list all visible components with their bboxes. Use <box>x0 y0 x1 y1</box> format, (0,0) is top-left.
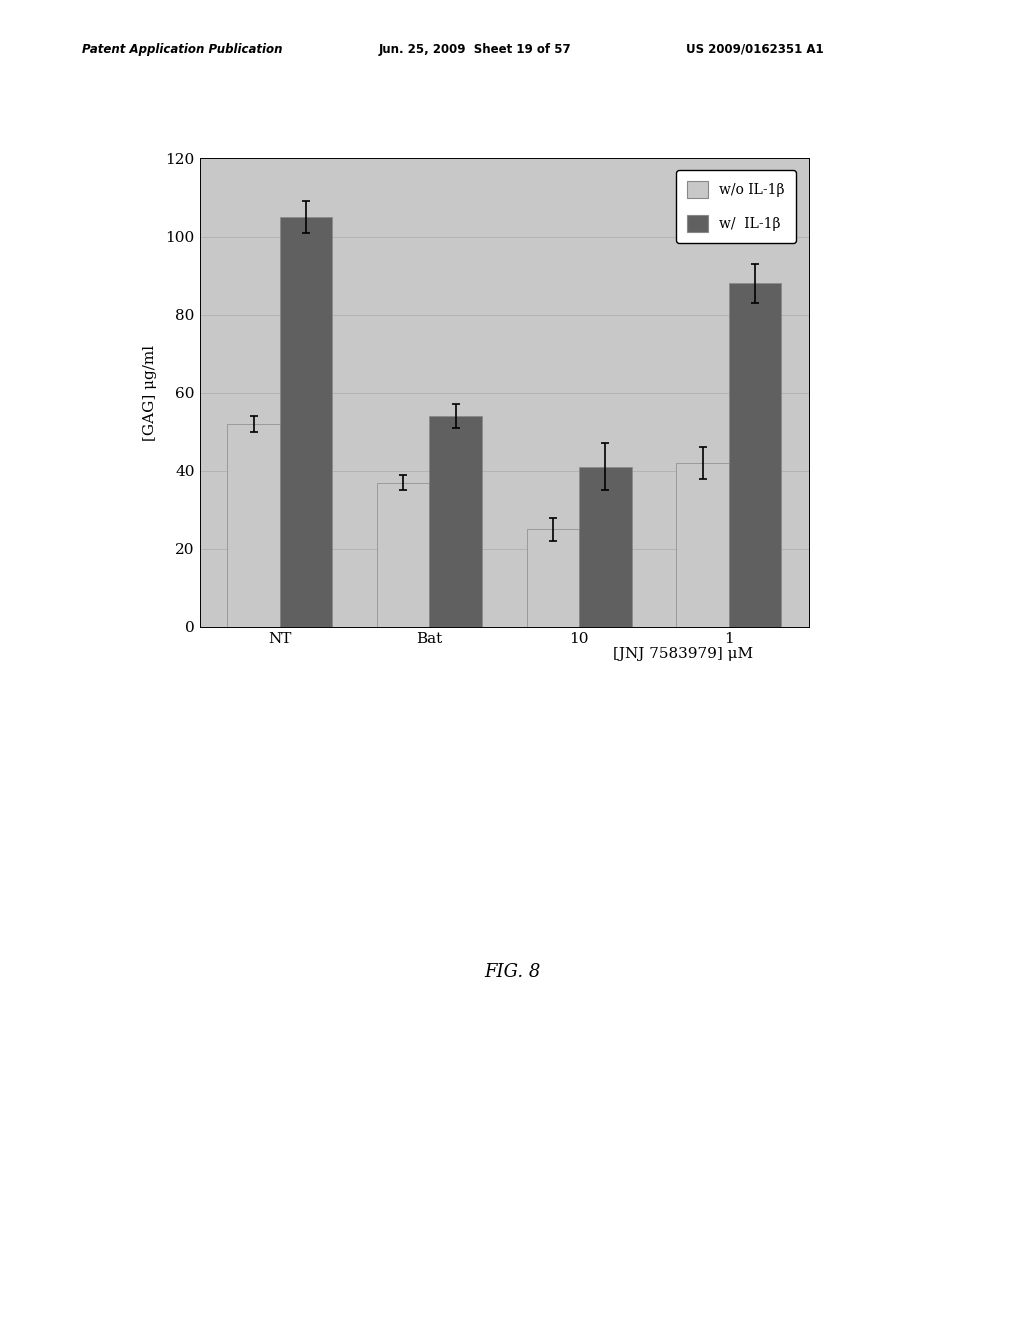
Bar <box>677 463 729 627</box>
Bar <box>377 483 429 627</box>
Bar <box>729 284 781 627</box>
Text: FIG. 8: FIG. 8 <box>483 962 541 981</box>
Bar <box>526 529 580 627</box>
Bar <box>580 467 632 627</box>
Bar <box>227 424 280 627</box>
Text: [JNJ 7583979] μM: [JNJ 7583979] μM <box>612 647 753 661</box>
Text: US 2009/0162351 A1: US 2009/0162351 A1 <box>686 42 823 55</box>
Y-axis label: [GAG] μg/ml: [GAG] μg/ml <box>143 345 158 441</box>
Text: Patent Application Publication: Patent Application Publication <box>82 42 283 55</box>
Bar <box>280 216 332 627</box>
Legend: w/o IL-1β, w/  IL-1β: w/o IL-1β, w/ IL-1β <box>676 170 796 243</box>
Text: Jun. 25, 2009  Sheet 19 of 57: Jun. 25, 2009 Sheet 19 of 57 <box>379 42 571 55</box>
Bar <box>429 416 482 627</box>
